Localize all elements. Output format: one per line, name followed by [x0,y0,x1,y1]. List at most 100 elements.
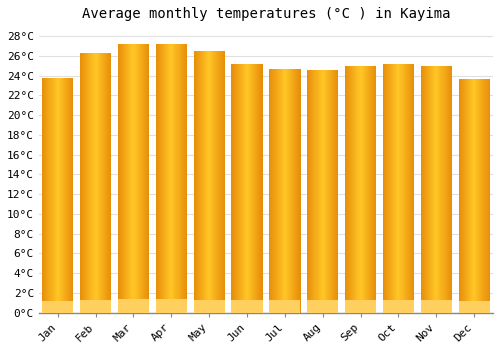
Bar [383,64,384,313]
Bar [364,66,366,313]
Bar [84,53,86,313]
Bar [98,53,99,313]
Bar [421,66,422,313]
Bar [404,64,406,313]
Bar [160,44,161,313]
Bar [64,78,65,313]
Bar [426,66,427,313]
Bar [345,66,346,313]
Bar [172,44,174,313]
Bar [314,70,316,313]
Bar [167,44,168,313]
Bar [46,78,48,313]
Bar [291,69,292,313]
Bar [94,53,96,313]
Bar [292,69,294,313]
Bar [169,44,170,313]
Bar [280,69,281,313]
Bar [119,44,120,313]
Bar [157,44,158,313]
Bar [180,44,181,313]
Bar [138,44,139,313]
Bar [245,64,246,313]
Bar [375,66,376,313]
Bar [329,70,330,313]
Bar [472,79,474,313]
Bar [438,66,440,313]
Bar [250,64,252,313]
Bar [350,66,352,313]
Bar [278,69,280,313]
Bar [369,66,370,313]
Bar [434,66,436,313]
Bar [402,64,404,313]
Bar [101,53,102,313]
Bar [82,53,84,313]
Bar [362,66,364,313]
Bar [165,44,166,313]
Bar [308,70,310,313]
Bar [202,51,203,313]
Bar [348,66,350,313]
Bar [54,78,55,313]
Bar [180,44,182,313]
Bar [435,66,436,313]
Bar [107,53,108,313]
Bar [345,300,376,313]
Bar [282,69,283,313]
Bar [433,66,434,313]
Bar [196,51,197,313]
Bar [478,79,480,313]
Bar [283,69,284,313]
Bar [256,64,258,313]
Bar [212,51,214,313]
Bar [128,44,130,313]
Bar [312,70,314,313]
Bar [100,53,101,313]
Bar [234,64,236,313]
Bar [451,66,452,313]
Bar [140,44,141,313]
Bar [335,70,336,313]
Bar [96,53,98,313]
Bar [450,66,451,313]
Bar [436,66,438,313]
Bar [121,44,122,313]
Bar [396,64,398,313]
Bar [462,79,464,313]
Bar [408,64,409,313]
Bar [182,44,183,313]
Bar [390,64,392,313]
Bar [296,69,298,313]
Bar [56,78,57,313]
Bar [284,69,285,313]
Bar [123,44,124,313]
Bar [251,64,252,313]
Bar [109,53,110,313]
Bar [442,66,444,313]
Bar [427,66,428,313]
Bar [475,79,476,313]
Bar [364,66,365,313]
Bar [458,301,490,313]
Bar [482,79,484,313]
Bar [249,64,250,313]
Bar [406,64,408,313]
Bar [410,64,411,313]
Bar [42,78,43,313]
Bar [400,64,402,313]
Bar [366,66,367,313]
Bar [118,44,119,313]
Bar [383,300,414,313]
Bar [446,66,448,313]
Bar [274,69,276,313]
Bar [362,66,363,313]
Bar [469,79,470,313]
Bar [333,70,334,313]
Bar [240,64,241,313]
Bar [205,51,206,313]
Bar [156,44,157,313]
Bar [60,78,61,313]
Bar [224,51,225,313]
Bar [260,64,262,313]
